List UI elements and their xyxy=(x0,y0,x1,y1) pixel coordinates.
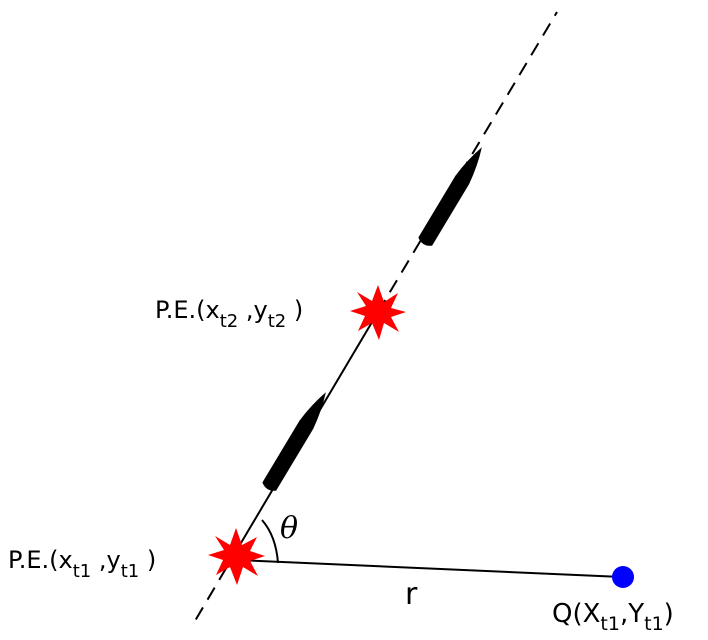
projectile-upper xyxy=(418,147,482,246)
label-pe-t2: P.E.(xt2 ,yt2 ) xyxy=(155,296,303,332)
label-theta: θ xyxy=(280,511,298,546)
point-q xyxy=(612,566,634,588)
projectile-lower xyxy=(262,392,326,491)
trajectory-dashed-lower xyxy=(191,547,239,627)
label-r: r xyxy=(405,577,418,612)
range-line-r xyxy=(237,559,623,578)
label-pe-t1: P.E.(xt1 ,yt1 ) xyxy=(8,546,156,582)
burst-pe-t2 xyxy=(350,285,406,340)
burst-pe-t1 xyxy=(208,528,265,585)
label-q: Q(Xt1,Yt1) xyxy=(552,599,674,635)
angle-theta-arc xyxy=(261,519,279,564)
